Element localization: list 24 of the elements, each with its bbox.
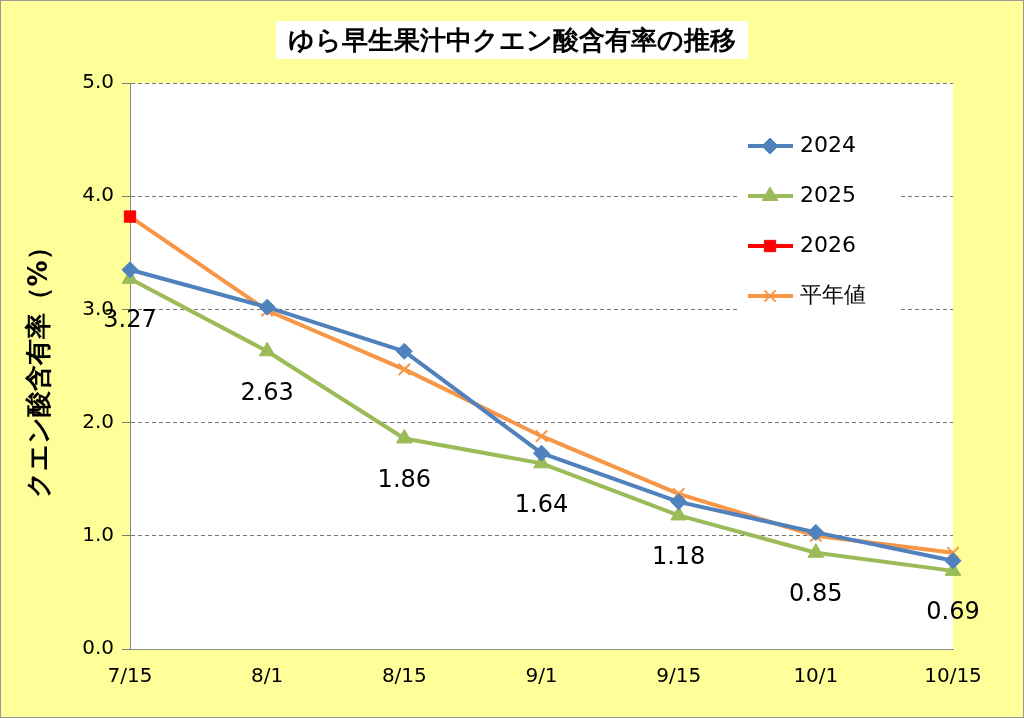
- x-tick-label: 8/15: [381, 663, 427, 688]
- y-tick-label: 0.0: [82, 635, 115, 660]
- data-label: 1.86: [377, 464, 432, 493]
- legend-label: 2025: [800, 181, 856, 207]
- data-label: 0.69: [926, 597, 980, 626]
- x-tick-label: 8/1: [251, 663, 284, 688]
- chart-title: ゆら早生果汁中クエン酸含有率の推移: [276, 21, 748, 59]
- x-tick-label: 7/15: [107, 663, 153, 688]
- y-axis-title: クエン酸含有率（%）: [23, 234, 54, 498]
- legend-label: 平年値: [800, 281, 866, 307]
- y-tick-label: 2.0: [82, 408, 115, 433]
- data-label: 2.63: [240, 377, 294, 406]
- y-tick-label: 4.0: [82, 182, 115, 207]
- y-tick-label: 5.0: [82, 69, 115, 94]
- legend-label: 2024: [800, 131, 856, 157]
- x-tick-label: 10/15: [924, 663, 982, 688]
- legend-label: 2026: [800, 231, 856, 257]
- x-tick-label: 9/1: [525, 663, 558, 688]
- data-label: 0.85: [789, 579, 843, 608]
- data-label: 1.64: [514, 489, 569, 518]
- x-tick-label: 9/15: [656, 663, 702, 688]
- y-tick-label: 1.0: [82, 522, 115, 546]
- x-tick-label: 10/1: [793, 663, 839, 688]
- data-label: 1.18: [651, 541, 706, 570]
